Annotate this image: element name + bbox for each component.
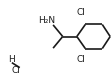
Text: Cl: Cl	[76, 55, 84, 64]
Text: Cl: Cl	[12, 66, 21, 75]
Text: Cl: Cl	[76, 8, 84, 17]
Text: H₂N: H₂N	[38, 16, 55, 25]
Text: H: H	[8, 55, 15, 64]
